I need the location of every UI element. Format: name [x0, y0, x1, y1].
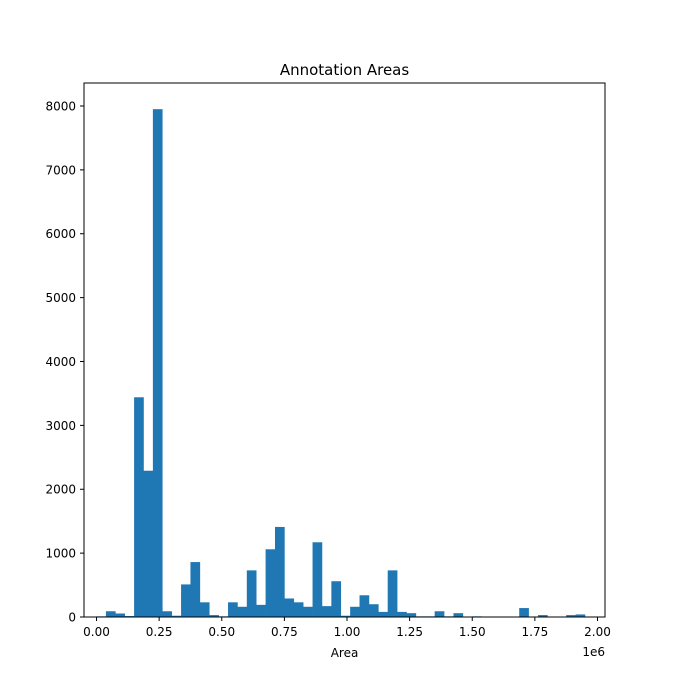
x-axis-ticks: 0.00 0.25 0.50 0.75 1.00 1.25 1.50 1.75 2.00: [83, 617, 611, 639]
y-tick-label: 0: [68, 611, 76, 625]
y-tick-label: 4000: [45, 355, 76, 369]
histogram-bar: [152, 109, 163, 617]
x-tick-label: 0.00: [83, 625, 110, 639]
histogram-bar: [246, 570, 257, 617]
histogram-bar: [368, 604, 379, 617]
y-tick-label: 7000: [45, 163, 76, 177]
y-tick-label: 8000: [45, 99, 76, 113]
histogram-bar: [199, 602, 210, 617]
y-tick-label: 3000: [45, 419, 76, 433]
y-tick-label: 1000: [45, 547, 76, 561]
x-tick-label: 2.00: [584, 625, 611, 639]
histogram-bar: [378, 611, 388, 617]
histogram-bar: [162, 611, 172, 617]
histogram-bar: [566, 615, 576, 617]
histogram-bar: [274, 526, 285, 617]
x-axis-offset-label: 1e6: [582, 645, 605, 659]
histogram-bar: [434, 611, 445, 617]
histogram-bar: [171, 615, 182, 617]
histogram-bar: [115, 613, 125, 617]
histogram-bar: [453, 613, 464, 617]
histogram-bar: [284, 598, 295, 617]
histogram-bar: [406, 613, 417, 617]
histogram-bar: [359, 595, 370, 617]
histogram-bar: [312, 542, 323, 617]
y-tick-label: 6000: [45, 227, 76, 241]
x-tick-label: 0.50: [208, 625, 235, 639]
y-tick-label: 2000: [45, 483, 76, 497]
histogram-bar: [538, 615, 548, 617]
histogram-bar: [340, 615, 351, 617]
histogram-bar: [397, 611, 407, 617]
histogram-bar: [519, 608, 529, 617]
chart-title: Annotation Areas: [280, 61, 410, 79]
x-tick-label: 1.75: [522, 625, 549, 639]
x-tick-label: 0.25: [146, 625, 173, 639]
bars-group: [96, 109, 586, 617]
histogram-bar: [265, 549, 276, 617]
histogram-bar: [575, 614, 586, 617]
x-tick-label: 1.50: [459, 625, 486, 639]
histogram-bar: [181, 584, 191, 617]
histogram-bar: [303, 606, 313, 617]
histogram-bar: [134, 397, 144, 617]
x-tick-label: 1.25: [396, 625, 423, 639]
histogram-bar: [143, 470, 154, 617]
y-tick-label: 5000: [45, 291, 76, 305]
histogram-bar: [237, 606, 248, 617]
histogram-bar: [293, 602, 304, 617]
x-tick-label: 0.75: [271, 625, 298, 639]
histogram-bar: [228, 602, 238, 617]
histogram-bar: [321, 606, 332, 617]
plot-frame: [83, 82, 606, 618]
histogram-bar: [256, 604, 266, 617]
histogram-bar: [387, 570, 398, 617]
y-axis-ticks: 0 1000 2000 3000 4000 5000 6000 7000 8000: [45, 99, 84, 625]
histogram-bar: [190, 562, 201, 617]
histogram-bar: [331, 581, 342, 617]
x-tick-label: 1.00: [334, 625, 361, 639]
histogram-bar: [350, 606, 360, 617]
histogram-bar: [209, 615, 219, 617]
x-axis-label: Area: [331, 646, 359, 660]
histogram-bar: [105, 611, 116, 617]
